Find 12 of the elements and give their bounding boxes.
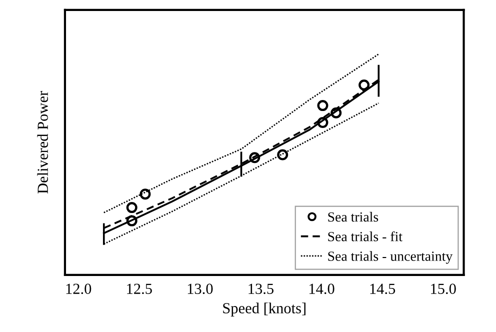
x-tick-label: 14.5 [370,284,396,294]
legend-label: Sea trials [328,212,378,222]
x-axis-title: Speed [knots] [223,302,306,316]
legend-label: Sea trials - uncertainty [328,251,453,264]
y-axis-title: Delivered Power [37,91,48,194]
x-tick-label: 12.0 [66,284,92,294]
x-tick-label: 15.0 [431,284,456,294]
legend-label: Sea trials - fit [328,231,402,242]
x-tick-label: 13.5 [248,284,274,294]
x-tick-label: 13.0 [188,284,213,294]
x-tick-label: 14.0 [309,284,334,294]
x-tick-label: 12.5 [127,284,152,294]
